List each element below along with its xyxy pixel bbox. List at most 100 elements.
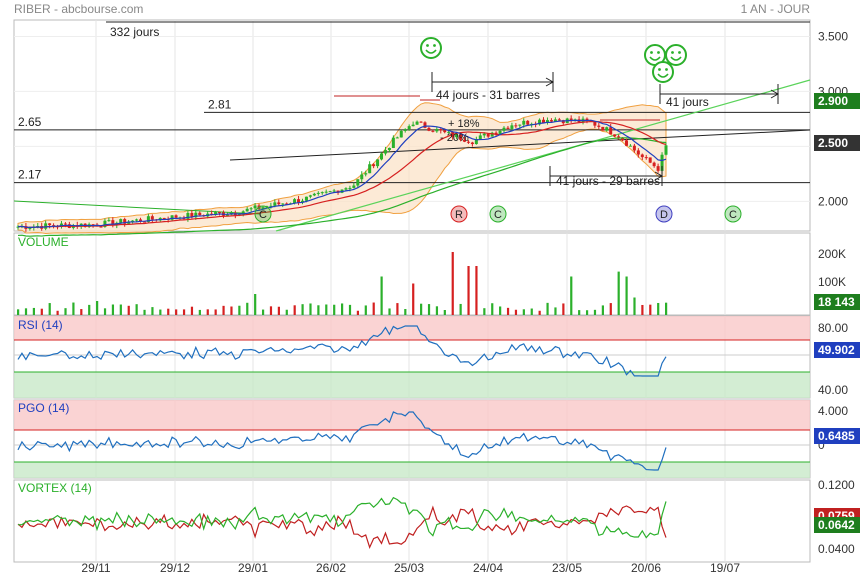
candle bbox=[494, 132, 498, 134]
volume-bar bbox=[269, 306, 273, 315]
smiley-icon bbox=[665, 44, 687, 66]
candle bbox=[119, 219, 123, 223]
volume-bar bbox=[48, 303, 51, 315]
candle bbox=[146, 216, 150, 222]
vortex-plus-line bbox=[17, 496, 667, 539]
candle bbox=[415, 121, 419, 125]
candle bbox=[364, 173, 368, 175]
volume-bar bbox=[72, 302, 75, 315]
candle bbox=[249, 208, 253, 210]
candle bbox=[391, 137, 395, 148]
volume-bar bbox=[578, 310, 581, 315]
candle bbox=[52, 225, 56, 227]
volume-bar bbox=[88, 304, 91, 315]
candle bbox=[142, 221, 146, 223]
overbought-zone bbox=[14, 316, 810, 340]
panel-title: RSI (14) bbox=[18, 318, 63, 332]
volume-bar bbox=[143, 309, 146, 315]
volume-bar bbox=[277, 306, 280, 315]
candle bbox=[277, 202, 281, 205]
volume-bar bbox=[56, 310, 59, 315]
panel-frame bbox=[13, 479, 811, 563]
candle bbox=[407, 126, 411, 130]
volume-bar bbox=[309, 303, 312, 315]
pgo-panel: PGO (14) bbox=[14, 400, 810, 478]
rsi-panel: RSI (14) bbox=[14, 316, 810, 398]
candle bbox=[63, 223, 67, 225]
y-tick-label: 0 bbox=[818, 438, 825, 452]
candle bbox=[170, 215, 174, 220]
candle bbox=[648, 157, 652, 163]
candle bbox=[597, 125, 601, 127]
volume-bar bbox=[238, 305, 241, 315]
candle bbox=[518, 124, 522, 126]
volume-bar bbox=[546, 302, 549, 315]
candle bbox=[526, 120, 530, 125]
vortex-plus-badge-text: 0.0642 bbox=[818, 518, 855, 532]
candle bbox=[186, 213, 190, 219]
volume-bar bbox=[491, 303, 494, 315]
smiley-icon bbox=[652, 61, 674, 83]
candle bbox=[174, 215, 178, 218]
chart-period: 1 AN - JOUR bbox=[741, 2, 811, 16]
candle bbox=[542, 119, 546, 123]
candle bbox=[28, 227, 32, 229]
candle bbox=[435, 129, 439, 132]
candle bbox=[656, 166, 660, 171]
candle bbox=[352, 185, 356, 188]
candle bbox=[419, 121, 423, 123]
svg-text:D: D bbox=[660, 209, 668, 221]
volume-bar bbox=[293, 305, 296, 315]
y-tick-label: 4.000 bbox=[818, 404, 848, 418]
x-tick-label: 20/06 bbox=[631, 561, 661, 575]
x-tick-label: 25/03 bbox=[394, 561, 424, 575]
ma7-line bbox=[17, 119, 667, 229]
smiley-icon bbox=[420, 37, 442, 59]
uptrend-line bbox=[275, 79, 811, 232]
volume-bar bbox=[451, 252, 454, 315]
volume-bar bbox=[427, 304, 431, 315]
level-label: 2.17 bbox=[18, 168, 42, 182]
candle bbox=[613, 134, 617, 137]
volume-bar bbox=[420, 303, 423, 315]
svg-text:C: C bbox=[494, 209, 502, 221]
candle bbox=[660, 154, 664, 171]
candle bbox=[644, 157, 648, 159]
candle bbox=[624, 140, 628, 146]
candle bbox=[601, 126, 605, 131]
y-tick-label: 0.1200 bbox=[818, 478, 855, 492]
candle bbox=[103, 220, 107, 227]
candle bbox=[470, 142, 474, 145]
volume-bar bbox=[317, 305, 320, 315]
candle bbox=[91, 224, 95, 226]
volume-bar bbox=[119, 304, 122, 315]
x-tick-label: 29/01 bbox=[238, 561, 268, 575]
signal-badge: D bbox=[655, 205, 673, 223]
panel-title: VORTEX (14) bbox=[18, 481, 92, 495]
volume-bar bbox=[459, 303, 462, 315]
volume-bar bbox=[103, 308, 107, 315]
volume-bar bbox=[562, 303, 565, 315]
volume-bar bbox=[325, 304, 328, 315]
candle bbox=[514, 125, 518, 127]
ma100-line bbox=[17, 137, 667, 237]
volume-badge-text: 18 143 bbox=[818, 295, 855, 309]
candle bbox=[474, 138, 478, 145]
bollinger-band bbox=[17, 102, 667, 234]
volume-bar bbox=[301, 304, 304, 315]
volume-bar bbox=[404, 309, 407, 315]
level-label: 2.65 bbox=[18, 115, 42, 129]
candle bbox=[628, 145, 632, 147]
candle bbox=[636, 150, 640, 155]
volume-bar bbox=[341, 303, 344, 315]
candle bbox=[506, 127, 510, 129]
candle bbox=[561, 120, 565, 124]
candle bbox=[605, 127, 609, 131]
volume-bar bbox=[80, 309, 83, 315]
y-tick-label: 200K bbox=[818, 247, 846, 261]
candle bbox=[281, 203, 285, 205]
volume-bar bbox=[514, 309, 518, 315]
vortex-plus-badge bbox=[814, 517, 860, 533]
volume-bar bbox=[127, 305, 130, 315]
volume-bar bbox=[333, 304, 336, 315]
